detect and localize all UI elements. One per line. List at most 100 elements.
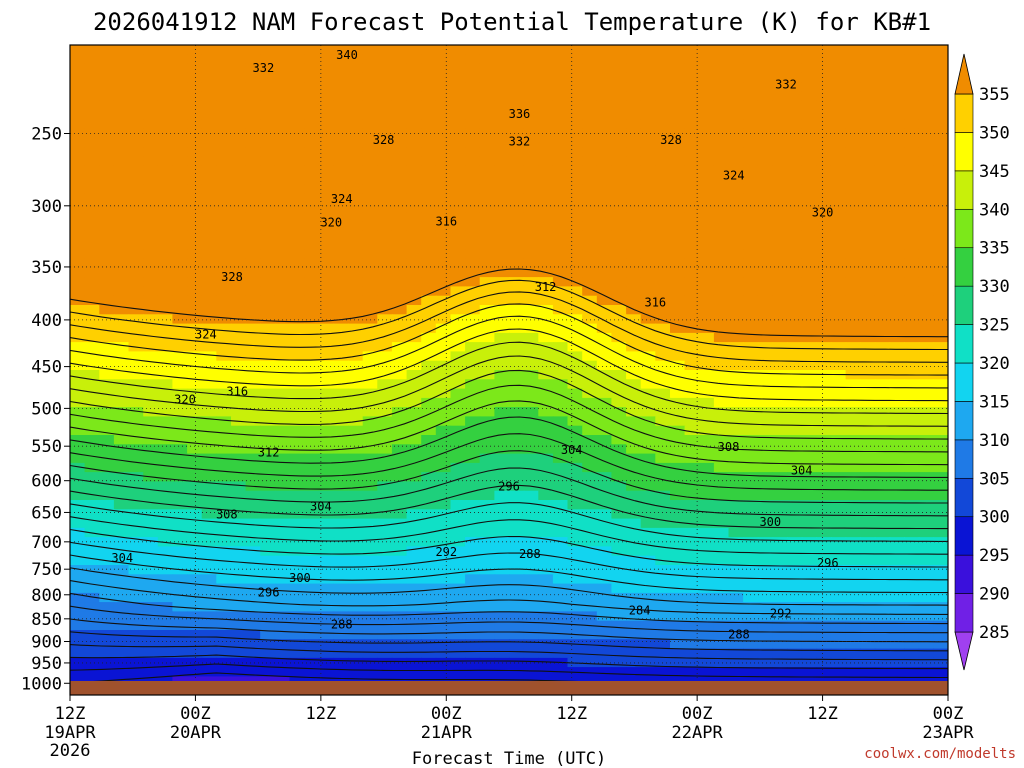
- band-cell: [611, 54, 627, 65]
- band-cell: [450, 119, 466, 130]
- band-cell: [84, 286, 100, 297]
- band-cell: [699, 611, 715, 622]
- band-cell: [172, 258, 188, 269]
- band-cell: [640, 45, 657, 56]
- band-cell: [289, 119, 305, 130]
- band-cell: [435, 305, 452, 316]
- band-cell: [743, 555, 759, 566]
- band-cell: [172, 379, 188, 390]
- band-cell: [479, 175, 496, 186]
- band-cell: [626, 128, 642, 139]
- band-cell: [391, 397, 408, 408]
- band-cell: [406, 193, 422, 204]
- band-cell: [728, 332, 744, 343]
- band-cell: [611, 416, 627, 427]
- band-cell: [348, 639, 364, 650]
- band-cell: [772, 555, 788, 566]
- band-cell: [757, 72, 774, 83]
- band-cell: [362, 119, 379, 130]
- band-cell: [421, 72, 437, 83]
- band-cell: [362, 565, 379, 576]
- band-cell: [99, 388, 115, 399]
- band-cell: [523, 212, 539, 223]
- band-cell: [377, 110, 393, 121]
- band-cell: [391, 286, 408, 297]
- band-cell: [743, 379, 759, 390]
- band-cell: [465, 546, 481, 557]
- band-cell: [274, 462, 291, 473]
- band-cell: [260, 63, 276, 74]
- band-cell: [772, 360, 788, 371]
- band-cell: [260, 193, 276, 204]
- band-cell: [640, 462, 657, 473]
- band-cell: [874, 407, 891, 418]
- band-cell: [348, 82, 364, 93]
- band-cell: [157, 110, 174, 121]
- band-cell: [143, 137, 159, 148]
- band-cell: [128, 240, 144, 251]
- band-cell: [318, 630, 335, 641]
- band-cell: [889, 379, 905, 390]
- band-cell: [772, 54, 788, 65]
- band-cell: [596, 639, 613, 650]
- band-cell: [772, 370, 788, 381]
- band-cell: [830, 435, 847, 446]
- band-cell: [655, 230, 671, 241]
- band-cell: [728, 258, 744, 269]
- band-cell: [216, 295, 232, 306]
- band-cell: [523, 45, 539, 56]
- band-cell: [845, 110, 861, 121]
- band-cell: [699, 184, 715, 195]
- band-cell: [933, 147, 948, 158]
- band-cell: [552, 175, 569, 186]
- band-cell: [523, 156, 539, 167]
- band-cell: [450, 620, 466, 631]
- band-cell: [435, 416, 452, 427]
- band-cell: [479, 110, 496, 121]
- band-cell: [84, 156, 100, 167]
- band-cell: [231, 147, 247, 158]
- band-cell: [348, 45, 364, 56]
- band-cell: [904, 221, 920, 232]
- band-cell: [787, 583, 803, 594]
- band-cell: [465, 137, 481, 148]
- band-cell: [816, 267, 832, 278]
- band-cell: [99, 137, 115, 148]
- band-cell: [187, 360, 203, 371]
- band-cell: [99, 286, 115, 297]
- x-tick-date: 21APR: [421, 723, 473, 743]
- band-cell: [260, 509, 276, 520]
- band-cell: [509, 444, 525, 455]
- contour-line: [70, 467, 948, 517]
- band-cell: [684, 100, 700, 111]
- band-cell: [830, 286, 847, 297]
- band-cell: [289, 100, 305, 111]
- band-cell: [172, 546, 188, 557]
- band-cell: [479, 462, 496, 473]
- band-cell: [523, 305, 539, 316]
- band-cell: [582, 175, 598, 186]
- band-cell: [889, 184, 905, 195]
- band-cell: [318, 518, 335, 529]
- band-cell: [918, 351, 935, 362]
- band-cell: [713, 147, 730, 158]
- band-cell: [933, 388, 948, 399]
- band-cell: [582, 592, 598, 603]
- band-cell: [523, 267, 539, 278]
- band-cell: [494, 156, 510, 167]
- band-cell: [421, 565, 437, 576]
- band-cell: [655, 435, 671, 446]
- band-cell: [187, 45, 203, 56]
- band-cell: [201, 100, 218, 111]
- band-cell: [333, 110, 349, 121]
- band-cell: [245, 537, 261, 548]
- band-cell: [933, 305, 948, 316]
- band-cell: [113, 444, 130, 455]
- band-cell: [538, 249, 554, 260]
- band-cell: [479, 277, 496, 288]
- band-cell: [128, 397, 144, 408]
- band-cell: [860, 295, 876, 306]
- band-cell: [684, 212, 700, 223]
- band-cell: [509, 518, 525, 529]
